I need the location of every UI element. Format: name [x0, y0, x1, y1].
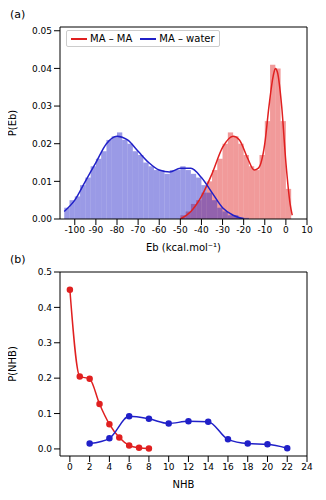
html-text:(a): (a): [10, 8, 26, 21]
svg-text:-10: -10: [257, 225, 272, 235]
svg-text:0.05: 0.05: [32, 26, 52, 36]
svg-text:-40: -40: [194, 225, 209, 235]
svg-text:0.4: 0.4: [38, 303, 53, 313]
svg-text:10: 10: [163, 462, 175, 472]
svg-text:10: 10: [301, 225, 313, 235]
svg-text:0.2: 0.2: [38, 373, 52, 383]
svg-text:-70: -70: [131, 225, 146, 235]
svg-text:0.04: 0.04: [32, 64, 52, 74]
html-text:(b): (b): [10, 253, 26, 266]
svg-text:18: 18: [242, 462, 254, 472]
svg-text:0.02: 0.02: [32, 139, 52, 149]
svg-text:-30: -30: [215, 225, 230, 235]
html-text:MA – water: MA – water: [159, 33, 215, 44]
svg-text:-20: -20: [236, 225, 251, 235]
svg-text:0.03: 0.03: [32, 101, 52, 111]
svg-text:P(Eb): P(Eb): [8, 110, 18, 137]
svg-text:0.0: 0.0: [38, 444, 53, 454]
svg-text:4: 4: [107, 462, 113, 472]
svg-text:Eb (kcal.mol⁻¹): Eb (kcal.mol⁻¹): [146, 242, 221, 253]
svg-text:0.00: 0.00: [32, 214, 52, 224]
svg-text:-50: -50: [173, 225, 188, 235]
svg-text:0.01: 0.01: [32, 177, 52, 187]
svg-text:0: 0: [67, 462, 73, 472]
svg-text:24: 24: [301, 462, 313, 472]
svg-text:12: 12: [183, 462, 194, 472]
svg-text:16: 16: [222, 462, 234, 472]
svg-text:0: 0: [283, 225, 289, 235]
svg-text:-100: -100: [65, 225, 86, 235]
svg-text:8: 8: [146, 462, 152, 472]
svg-text:20: 20: [262, 462, 274, 472]
svg-text:0.1: 0.1: [38, 409, 52, 419]
svg-text:0.3: 0.3: [38, 338, 52, 348]
svg-text:NHB: NHB: [173, 479, 195, 490]
svg-text:6: 6: [126, 462, 132, 472]
svg-text:-80: -80: [110, 225, 125, 235]
svg-text:-60: -60: [152, 225, 167, 235]
html-text:MA – MA: MA – MA: [90, 33, 133, 44]
svg-text:P(NHB): P(NHB): [8, 346, 18, 382]
svg-text:14: 14: [202, 462, 214, 472]
svg-text:0.5: 0.5: [38, 267, 52, 277]
svg-text:2: 2: [87, 462, 93, 472]
svg-text:-90: -90: [89, 225, 104, 235]
svg-text:22: 22: [282, 462, 293, 472]
